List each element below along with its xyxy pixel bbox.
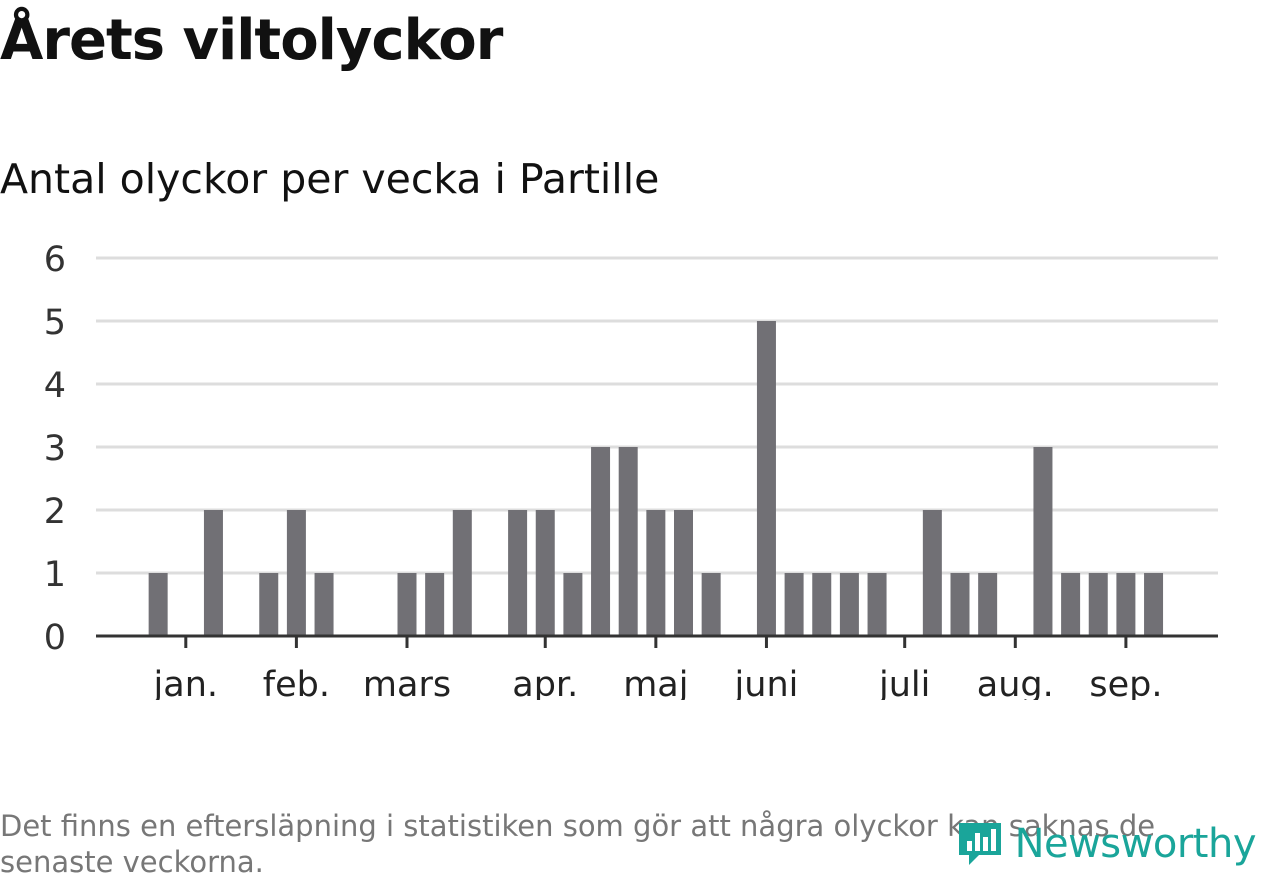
x-tick-label: mars — [363, 665, 451, 700]
bar — [1144, 573, 1164, 636]
bar — [563, 573, 583, 636]
bar — [452, 510, 472, 636]
bar — [978, 573, 998, 636]
bar — [148, 573, 168, 636]
logo-chat-chart-icon — [958, 823, 1001, 865]
y-axis-ticks: 0 1 2 3 4 5 6 — [44, 240, 66, 658]
bar — [646, 510, 666, 636]
bar — [674, 510, 693, 636]
bars — [148, 321, 1164, 636]
brand-name: Newsworthy — [1014, 821, 1257, 867]
bar — [839, 573, 859, 636]
bar — [286, 510, 306, 636]
x-tick-label: maj — [623, 665, 688, 700]
bar-chart: 0 1 2 3 4 5 6 jan. feb. mars apr. maj juni juli aug. s… — [44, 240, 1218, 700]
bar — [618, 447, 638, 636]
x-axis: jan. feb. mars apr. maj juni juli aug. sep. — [96, 634, 1218, 700]
bar — [756, 321, 776, 636]
bar — [259, 573, 279, 636]
bar — [784, 573, 804, 636]
bar — [397, 573, 417, 636]
gridlines — [96, 256, 1218, 575]
chart-subtitle: Antal olyckor per vecka i Partille — [0, 155, 660, 203]
bar — [950, 573, 970, 636]
y-tick-label: 5 — [44, 303, 66, 343]
bar — [314, 573, 334, 636]
x-tick-label: juli — [878, 665, 930, 700]
newsworthy-logo: Newsworthy — [955, 819, 1257, 869]
bar — [701, 573, 721, 636]
x-tick-label: apr. — [512, 665, 578, 700]
bar — [203, 510, 223, 636]
y-tick-label: 3 — [44, 429, 66, 469]
y-tick-label: 2 — [44, 492, 66, 532]
bar — [1088, 573, 1108, 636]
x-tick-label: aug. — [977, 665, 1054, 700]
x-tick-label: feb. — [263, 665, 330, 700]
bar — [425, 573, 445, 636]
x-tick-label: sep. — [1089, 665, 1162, 700]
bar — [508, 510, 528, 636]
y-tick-label: 6 — [44, 240, 66, 280]
y-tick-label: 0 — [44, 618, 66, 658]
bar — [1116, 573, 1136, 636]
bar — [535, 510, 555, 636]
x-tick-label: juni — [734, 665, 799, 700]
chart-title: Årets viltolyckor — [0, 8, 503, 73]
bar — [812, 573, 832, 636]
bar — [867, 573, 887, 636]
y-tick-label: 4 — [44, 366, 66, 406]
bar — [1033, 447, 1053, 636]
bar — [922, 510, 942, 636]
bar — [591, 447, 611, 636]
x-tick-label: jan. — [153, 665, 218, 700]
bar — [1061, 573, 1081, 636]
y-tick-label: 1 — [44, 555, 66, 595]
